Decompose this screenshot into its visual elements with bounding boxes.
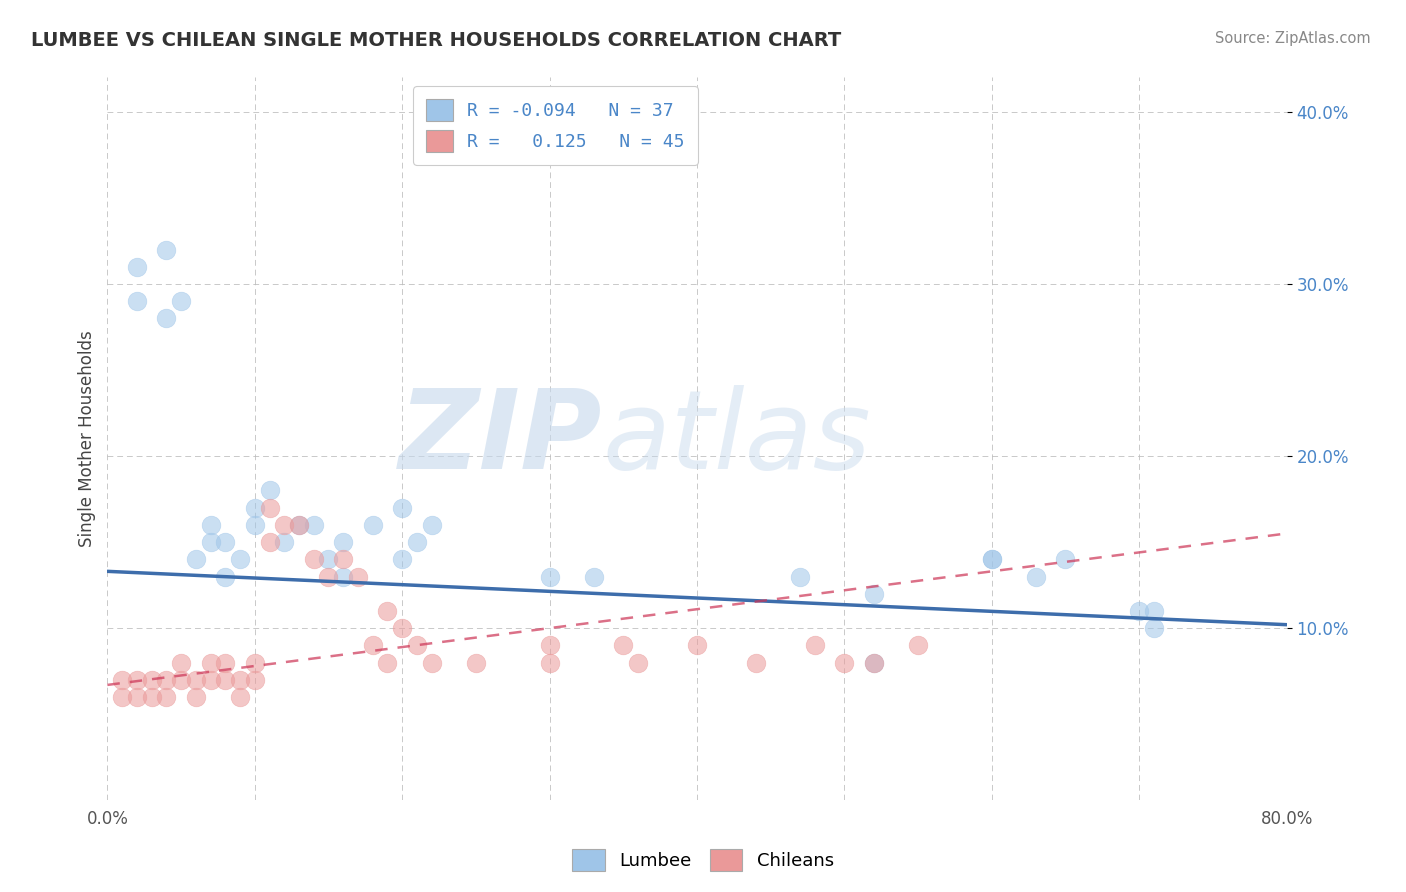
Point (1143, 621, 1166, 635)
Point (214, 535, 236, 549)
Point (125, 260, 148, 274)
Point (111, 673, 134, 687)
Legend: R = -0.094   N = 37, R =   0.125   N = 45: R = -0.094 N = 37, R = 0.125 N = 45 (413, 87, 697, 165)
Point (863, 656, 886, 670)
Point (200, 517, 222, 532)
Point (420, 517, 443, 532)
Point (214, 673, 236, 687)
Text: Source: ZipAtlas.com: Source: ZipAtlas.com (1215, 31, 1371, 46)
Point (1143, 604, 1166, 618)
Point (1025, 569, 1047, 583)
Point (259, 483, 281, 498)
Point (125, 294, 148, 309)
Point (612, 638, 634, 652)
Legend: Lumbee, Chileans: Lumbee, Chileans (565, 842, 841, 879)
Point (184, 552, 207, 566)
Point (170, 656, 193, 670)
Point (347, 569, 370, 583)
Point (111, 690, 134, 704)
Point (288, 517, 311, 532)
Point (288, 517, 311, 532)
Point (259, 535, 281, 549)
Point (259, 500, 281, 515)
Point (229, 673, 252, 687)
Point (834, 656, 856, 670)
Point (302, 517, 325, 532)
Point (125, 690, 148, 704)
Point (273, 517, 295, 532)
Point (214, 569, 236, 583)
Point (155, 673, 177, 687)
Point (184, 690, 207, 704)
Point (243, 517, 266, 532)
Point (538, 569, 561, 583)
Point (980, 552, 1002, 566)
Point (184, 673, 207, 687)
Point (155, 311, 177, 326)
Point (907, 638, 929, 652)
Text: LUMBEE VS CHILEAN SINGLE MOTHER HOUSEHOLDS CORRELATION CHART: LUMBEE VS CHILEAN SINGLE MOTHER HOUSEHOL… (31, 31, 841, 50)
Point (980, 552, 1002, 566)
Point (229, 552, 252, 566)
Point (406, 535, 429, 549)
Point (1128, 604, 1150, 618)
Point (229, 690, 252, 704)
Point (686, 638, 709, 652)
Point (804, 638, 827, 652)
Text: ZIP: ZIP (399, 385, 603, 492)
Point (377, 656, 399, 670)
Point (318, 569, 340, 583)
Point (420, 656, 443, 670)
Point (863, 656, 886, 670)
Point (200, 535, 222, 549)
Point (170, 294, 193, 309)
Point (538, 638, 561, 652)
Point (243, 656, 266, 670)
Point (141, 673, 163, 687)
Point (200, 673, 222, 687)
Point (406, 638, 429, 652)
Point (464, 656, 486, 670)
Point (391, 500, 413, 515)
Point (332, 552, 354, 566)
Point (377, 604, 399, 618)
Point (1054, 552, 1077, 566)
Point (391, 621, 413, 635)
Point (125, 673, 148, 687)
Point (302, 552, 325, 566)
Point (170, 673, 193, 687)
Point (243, 673, 266, 687)
Point (361, 638, 384, 652)
Text: atlas: atlas (603, 385, 872, 492)
Point (361, 517, 384, 532)
Point (627, 656, 650, 670)
Point (200, 656, 222, 670)
Point (273, 535, 295, 549)
Point (332, 535, 354, 549)
Point (155, 690, 177, 704)
Point (789, 569, 811, 583)
Point (155, 243, 177, 257)
Point (214, 656, 236, 670)
Point (391, 552, 413, 566)
Point (745, 656, 768, 670)
Point (141, 690, 163, 704)
Point (243, 500, 266, 515)
Point (332, 569, 354, 583)
Point (582, 569, 605, 583)
Point (538, 656, 561, 670)
Point (318, 552, 340, 566)
Y-axis label: Single Mother Households: Single Mother Households (79, 330, 96, 547)
Point (863, 587, 886, 601)
